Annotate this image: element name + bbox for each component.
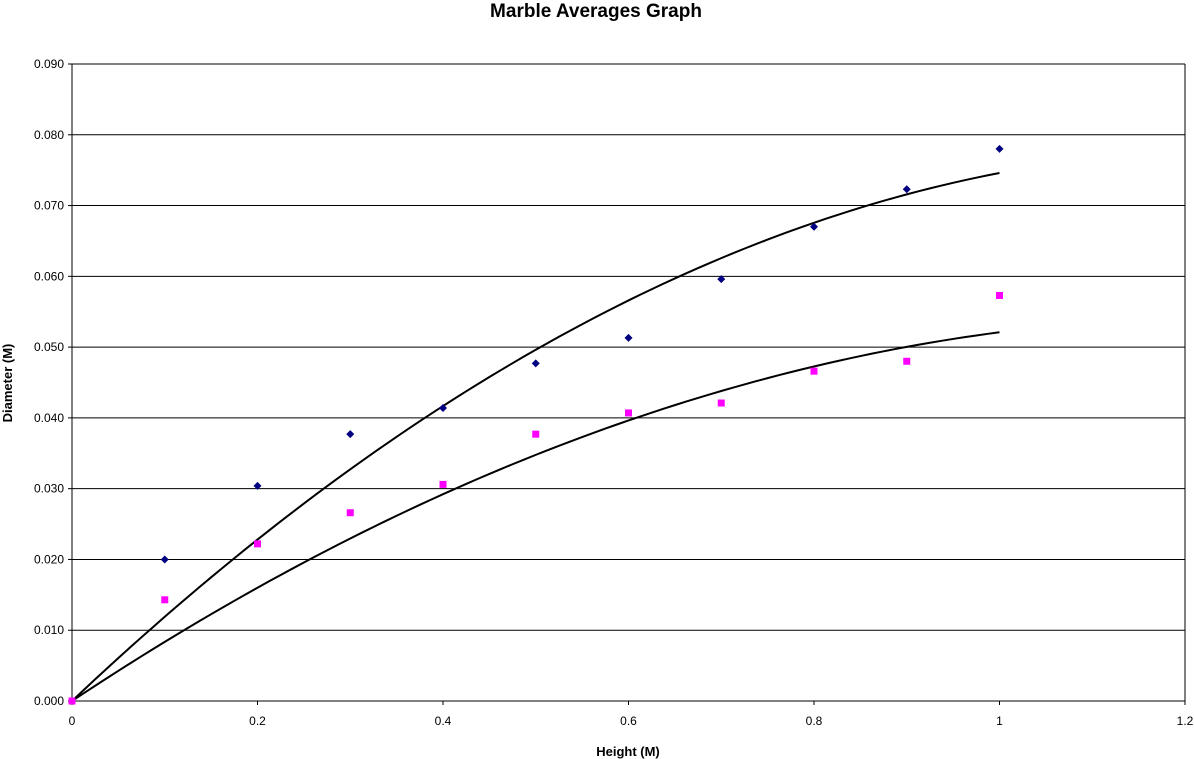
series-2-point [903,357,911,365]
series-2-point [68,697,76,705]
x-axis-title: Height (M) [596,744,660,759]
y-tick-label: 0.020 [34,552,64,566]
series-1-point [346,430,355,439]
series-1-point [810,222,818,231]
series-2-point [161,596,169,604]
series-1-point [902,185,911,194]
chart-title: Marble Averages Graph [490,1,702,22]
trendlines [71,172,1000,702]
series-2-point [717,399,725,407]
x-tick-label: 1 [996,714,1003,728]
y-tick-label: 0.010 [34,623,64,637]
x-tick-label: 0 [69,714,76,728]
gridlines [72,63,1185,631]
series-2-point [254,540,261,548]
series-1-point [995,144,1004,153]
data-points [68,144,1004,705]
y-tick-label: 0.090 [34,57,64,71]
x-tick-label: 0.2 [249,714,266,728]
y-tick-label: 0.050 [34,340,64,354]
trendline-2 [71,331,1000,702]
y-tick-label: 0.080 [34,128,64,142]
series-2-point [996,291,1003,299]
series-2-point [346,509,354,517]
series-2-point [810,367,818,375]
y-tick-label: 0.060 [34,269,64,283]
y-tick-label: 0.030 [34,482,64,496]
series-2-point [439,480,447,488]
y-tick-label: 0.070 [34,199,64,213]
x-tick-label: 0.4 [435,714,452,728]
series-1-point [439,403,447,412]
y-tick-label: 0.040 [34,411,64,425]
axes [68,63,1186,705]
x-tick-label: 0.8 [806,714,823,728]
tick-labels: 0.000 0.010 0.020 0.030 0.040 0.050 0.060 0.070… [34,57,1194,728]
y-axis-title: Diameter (M) [0,344,15,423]
series-1-point [624,333,633,342]
series-2-point [625,409,632,417]
series-1-point [531,359,540,368]
series-1-point [253,481,262,490]
series-1-point [717,275,726,284]
y-tick-label: 0.000 [34,694,64,708]
series-1-point [160,555,169,564]
x-tick-label: 1.2 [1177,714,1194,728]
trendline-1 [71,172,1000,702]
x-tick-label: 0.6 [620,714,637,728]
series-2-point [532,430,540,438]
